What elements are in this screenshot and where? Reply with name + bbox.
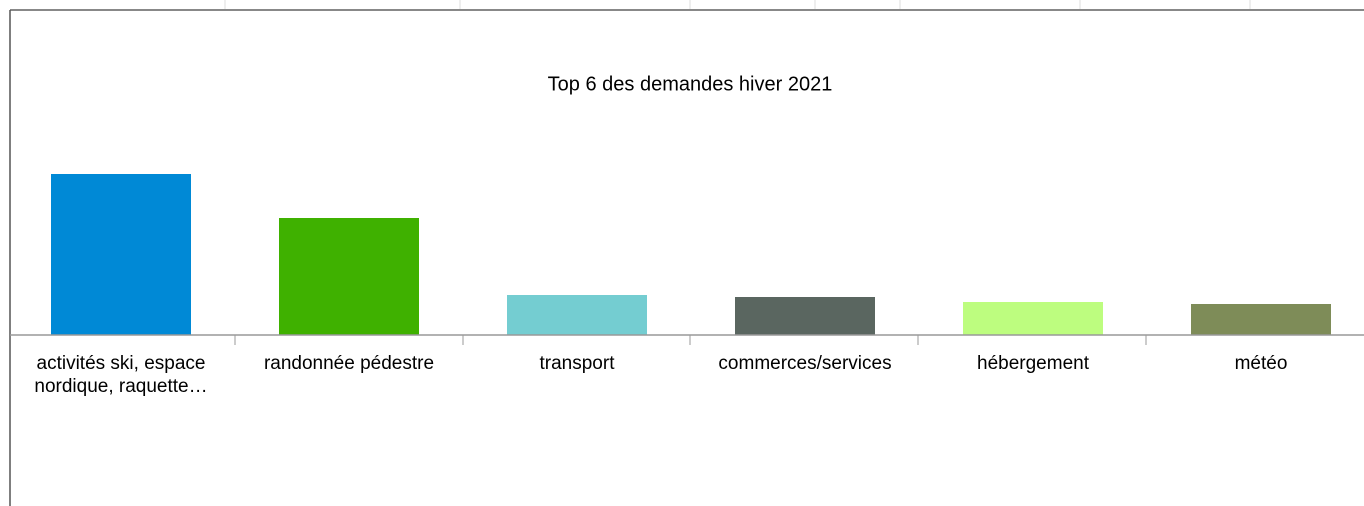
- x-tick-label: transport: [539, 353, 615, 374]
- category-separators: [234, 335, 1147, 345]
- x-tick-label: commerces/services: [718, 353, 892, 374]
- cell-lines: [224, 0, 1251, 9]
- bar: [507, 295, 647, 335]
- x-tick-label: randonnée pédestre: [263, 353, 435, 374]
- bar: [279, 218, 419, 335]
- bar: [1191, 304, 1331, 335]
- x-tick-label: hébergement: [977, 353, 1089, 374]
- bar: [51, 174, 191, 335]
- x-tick-label: météo: [1234, 353, 1288, 374]
- bar: [735, 297, 875, 335]
- chart-title: Top 6 des demandes hiver 2021: [548, 73, 833, 95]
- x-tick-label: activités ski, espace nordique, raquette…: [34, 353, 208, 397]
- bar: [963, 302, 1103, 335]
